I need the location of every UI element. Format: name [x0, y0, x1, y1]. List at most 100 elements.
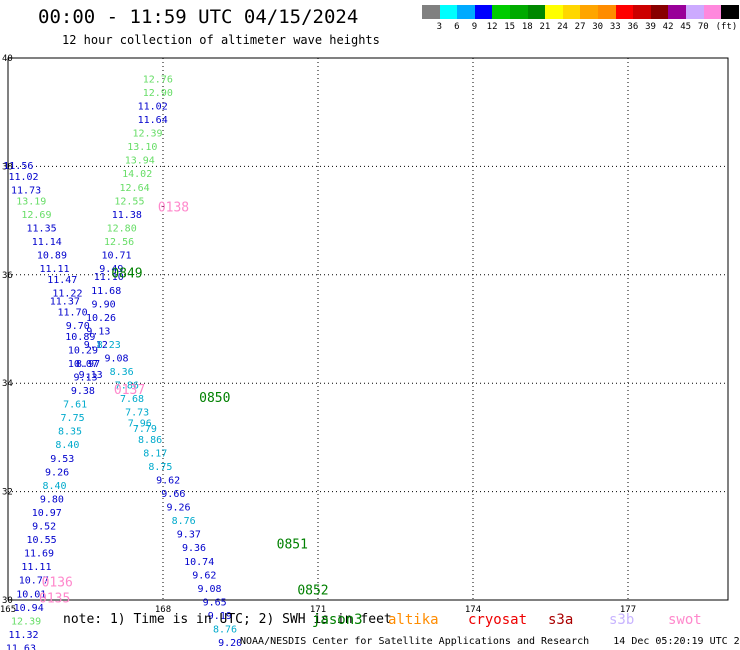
- swh-value-label: 10.71: [101, 251, 131, 262]
- swh-value-label: 9.26: [45, 467, 69, 478]
- legend-tick-label: 24: [557, 22, 568, 32]
- swh-value-label: 10.01: [16, 589, 46, 600]
- legend-swatch: [703, 5, 722, 19]
- legend-swatch: [721, 5, 740, 19]
- legend-swatch: [650, 5, 669, 19]
- y-tick-label: 32: [2, 488, 13, 498]
- satellite-legend-item: swot: [668, 612, 702, 628]
- swh-value-label: 9.37: [177, 530, 201, 541]
- swh-value-label: 11.64: [138, 115, 168, 126]
- swh-value-label: 12.90: [143, 88, 173, 99]
- swh-value-label: 11.02: [138, 101, 168, 112]
- legend-tick-label: 42: [662, 22, 674, 32]
- swh-value-label: 9.20: [218, 638, 242, 649]
- swh-value-label: 9.13: [73, 372, 97, 383]
- legend-tick-label: 33: [609, 22, 621, 32]
- swh-value-label: 11.32: [8, 630, 38, 641]
- swh-value-label: 8.86: [138, 435, 162, 446]
- swh-value-label: 13.19: [16, 196, 46, 207]
- swh-value-label: 8.76: [172, 516, 196, 527]
- swh-value-label: 8.97: [76, 359, 100, 370]
- swh-value-label: 12.55: [114, 196, 144, 207]
- swh-value-label: 9.70: [66, 321, 90, 332]
- legend-unit: (ft): [715, 22, 738, 32]
- swh-value-label: 12.80: [107, 223, 137, 234]
- pass-time-label: 0849: [111, 267, 142, 282]
- satellite-legend-item: jason3: [312, 612, 363, 628]
- pass-time-label: 0138: [158, 200, 189, 215]
- legend-tick-label: 27: [574, 22, 586, 32]
- swh-value-label: 9.49: [99, 264, 123, 275]
- swh-value-label: 7.79: [133, 424, 157, 435]
- pass-time-label: 0136: [42, 575, 73, 590]
- legend-tick-label: 18: [521, 22, 533, 32]
- swh-value-label: 11.69: [24, 549, 54, 560]
- swh-value-label: 11.38: [112, 210, 142, 221]
- swh-value-label: 11.11: [39, 264, 69, 275]
- swh-value-label: 9.38: [71, 386, 95, 397]
- swh-value-label: 10.97: [32, 508, 62, 519]
- legend-tick-label: 30: [592, 22, 604, 32]
- swh-value-label: 11.56: [3, 161, 33, 172]
- legend-tick-label: 6: [454, 22, 460, 32]
- chart-title: 00:00 - 11:59 UTC 04/15/2024: [38, 6, 359, 28]
- swh-value-label: 13.94: [125, 156, 155, 167]
- swh-value-label: 11.63: [6, 643, 36, 650]
- legend-swatch: [562, 5, 581, 19]
- legend-swatch: [527, 5, 546, 19]
- swh-value-label: 10.55: [27, 535, 57, 546]
- swh-value-label: 12.39: [11, 616, 41, 627]
- legend-swatch: [457, 5, 476, 19]
- legend-swatch: [633, 5, 652, 19]
- swh-value-label: 12.39: [132, 129, 162, 140]
- swh-value-label: 9.62: [156, 475, 180, 486]
- legend-swatch: [422, 5, 441, 19]
- y-tick-label: 36: [2, 271, 13, 281]
- y-tick-label: 38: [2, 162, 13, 172]
- swh-value-label: 10.26: [86, 313, 116, 324]
- swh-value-label: 9.26: [166, 503, 190, 514]
- swh-value-label: 9.36: [182, 543, 206, 554]
- legend-tick-label: 9: [471, 22, 478, 32]
- swh-value-label: 10.89: [65, 332, 95, 343]
- swh-value-label: 7.75: [61, 413, 85, 424]
- pass-time-label: 0851: [277, 538, 308, 553]
- y-tick-label: 40: [2, 54, 13, 64]
- swh-value-label: 11.47: [47, 275, 77, 286]
- swh-value-label: 10.89: [37, 251, 67, 262]
- swh-value-label: 9.65: [203, 597, 227, 608]
- swh-value-label: 10.07: [68, 359, 98, 370]
- legend-tick-label: 45: [680, 22, 692, 32]
- swh-value-label: 8.36: [110, 367, 134, 378]
- legend-swatch: [580, 5, 599, 19]
- swh-value-label: 11.35: [27, 223, 57, 234]
- swh-value-label: 11.73: [11, 186, 41, 197]
- swh-value-label: 7.86: [115, 381, 139, 392]
- legend-tick-label: 15: [504, 22, 516, 32]
- swh-value-label: 8.40: [55, 440, 79, 451]
- swh-value-label: 10.29: [68, 345, 98, 356]
- swh-value-label: 9.52: [32, 522, 56, 533]
- swh-value-label: 12.69: [21, 210, 51, 221]
- swh-value-label: 9.19: [208, 611, 232, 622]
- pass-time-label: 0135: [39, 592, 70, 607]
- legend-swatch: [439, 5, 458, 19]
- x-tick-label: 165: [0, 605, 16, 615]
- swh-value-label: 7.73: [125, 408, 149, 419]
- swh-value-label: 8.23: [97, 340, 121, 351]
- legend-tick-label: 3: [436, 22, 442, 32]
- footnote: note: 1) Time is in UTC; 2) SWH is in fe…: [63, 612, 392, 627]
- swh-value-label: 9.66: [161, 489, 185, 500]
- x-tick-label: 177: [620, 605, 636, 615]
- satellite-legend-item: s3b: [609, 612, 635, 628]
- swh-value-label: 8.35: [58, 427, 82, 438]
- swh-value-label: 12.56: [104, 237, 134, 248]
- pass-time-label: 0137: [114, 383, 145, 398]
- legend-tick-label: 36: [627, 22, 639, 32]
- swh-value-label: 11.70: [58, 307, 88, 318]
- swh-value-label: 14.02: [122, 169, 152, 180]
- satellite-legend-item: cryosat: [468, 612, 528, 628]
- legend-tick-label: 12: [486, 22, 498, 32]
- swh-value-label: 11.11: [21, 562, 51, 573]
